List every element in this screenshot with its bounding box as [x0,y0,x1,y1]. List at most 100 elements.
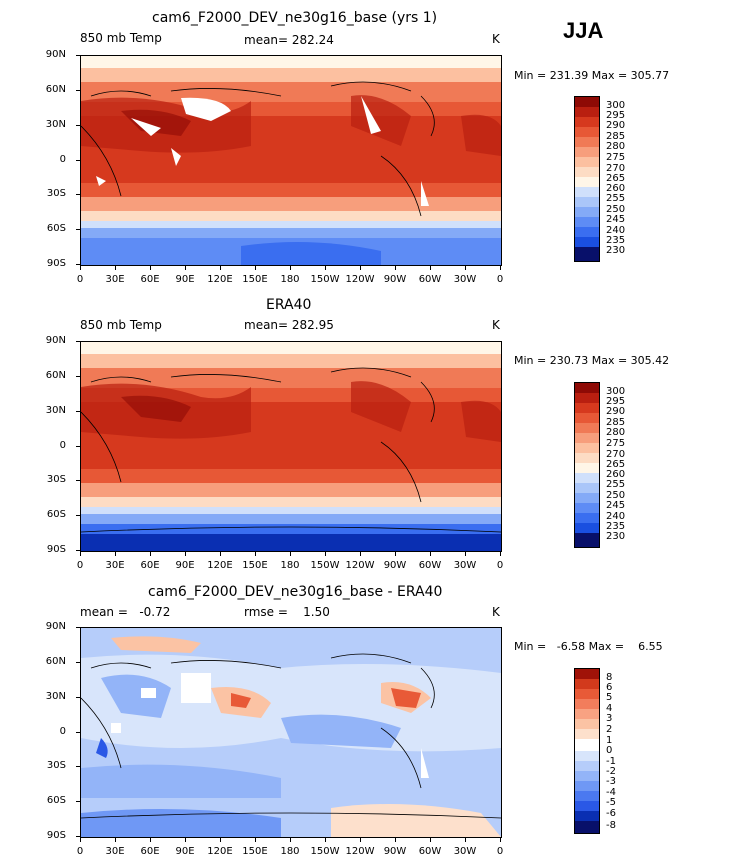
longitude-tick [150,838,151,842]
latitude-tick-label: 90S [46,830,66,841]
latitude-tick [76,194,80,196]
latitude-tick-label: 60S [46,509,66,521]
panel-title: cam6_F2000_DEV_ne30g16_base (yrs 1) [152,10,438,26]
longitude-tick-label: 60W [418,560,442,571]
colorbar-label: 290 [606,406,626,417]
mean-label: mean= 282.24 [244,33,334,47]
colorbar-label: 280 [606,427,626,438]
latitude-tick [76,375,80,377]
longitude-tick-label: 0 [496,846,504,857]
colorbar-label: 240 [606,511,626,522]
latitude-tick [76,550,80,551]
latitude-tick [76,766,80,768]
colorbar-label: 245 [606,500,626,511]
season-label: JJA [563,18,604,43]
colorbar-label: 290 [606,120,626,131]
longitude-tick-label: 150E [242,274,268,285]
colorbar-label: 8 [606,672,613,683]
difference-map [80,627,502,838]
latitude-tick-label: 30N [45,690,66,702]
longitude-tick [185,552,186,556]
latitude-tick [76,410,80,412]
longitude-tick [290,838,291,842]
model-panel: cam6_F2000_DEV_ne30g16_base (yrs 1) 850 … [0,0,733,290]
longitude-tick [465,552,466,556]
longitude-tick-label: 120W [345,560,375,571]
longitude-tick-label: 30W [453,846,477,857]
longitude-tick-label: 90W [383,560,407,571]
mean-label: mean= 282.95 [244,318,334,332]
colorbar-label: -8 [606,820,616,831]
longitude-tick-label: 150W [310,846,340,857]
longitude-tick-label: 90W [383,846,407,857]
latitude-tick-label: 0 [59,439,66,451]
latitude-tick-label: 90N [45,49,66,60]
latitude-tick [76,480,80,482]
longitude-tick [80,552,81,556]
mean-label: mean = -0.72 [80,605,171,619]
longitude-tick [500,838,501,842]
panel-title: ERA40 [266,297,312,313]
colorbar-label: 3 [606,713,613,724]
longitude-tick [255,838,256,842]
longitude-tick [115,838,116,842]
temperature-map [80,341,502,552]
latitude-tick [76,341,80,342]
colorbar-label: 255 [606,479,626,490]
colorbar [574,96,600,262]
latitude-tick [76,55,80,56]
longitude-tick-label: 120W [345,846,375,857]
latitude-tick [76,124,80,126]
longitude-tick-label: 120E [207,274,233,285]
longitude-tick [220,266,221,270]
longitude-tick-label: 150W [310,560,340,571]
panel-title: cam6_F2000_DEV_ne30g16_base - ERA40 [148,584,443,600]
longitude-tick [395,838,396,842]
longitude-tick-label: 120W [345,274,375,285]
longitude-tick [80,266,81,270]
latitude-tick [76,696,80,698]
colorbar-label: 280 [606,141,626,152]
longitude-tick [115,266,116,270]
units-label: K [492,318,500,332]
colorbar-label: 5 [606,692,613,703]
longitude-tick-label: 60E [140,560,160,571]
colorbar-label: 245 [606,214,626,225]
colorbar-label: 2 [606,724,613,735]
longitude-tick [150,266,151,270]
latitude-tick [76,89,80,91]
longitude-tick [115,552,116,556]
colorbar-label: 275 [606,438,626,449]
latitude-tick-label: 60S [46,223,66,235]
colorbar-label: -5 [606,797,616,808]
latitude-tick-label: 60N [45,83,66,95]
colorbar [574,668,600,834]
longitude-tick-label: 0 [76,560,84,571]
longitude-tick-label: 180 [280,274,300,285]
longitude-tick-label: 180 [280,560,300,571]
latitude-tick [76,731,80,733]
latitude-tick [76,627,80,628]
longitude-tick [360,266,361,270]
colorbar-label: 235 [606,521,626,532]
longitude-tick [465,266,466,270]
temperature-map [80,55,502,266]
colorbar-label: 300 [606,386,626,397]
colorbar-label: 250 [606,204,626,215]
longitude-tick-label: 90E [175,274,195,285]
latitude-tick-label: 30N [45,118,66,130]
latitude-tick [76,801,80,803]
colorbar-label: 275 [606,152,626,163]
colorbar-label: 295 [606,396,626,407]
colorbar-label: 260 [606,183,626,194]
observation-panel: ERA40 850 mb Temp mean= 282.95 K Min = 2… [80,297,669,552]
longitude-tick [255,552,256,556]
longitude-tick-label: 60W [418,274,442,285]
latitude-tick [76,264,80,265]
longitude-tick-label: 60W [418,846,442,857]
colorbar-label: 270 [606,163,626,174]
longitude-tick-label: 30E [105,560,125,571]
longitude-tick-label: 30W [453,560,477,571]
longitude-tick-label: 90E [175,846,195,857]
latitude-tick-label: 30N [45,404,66,416]
